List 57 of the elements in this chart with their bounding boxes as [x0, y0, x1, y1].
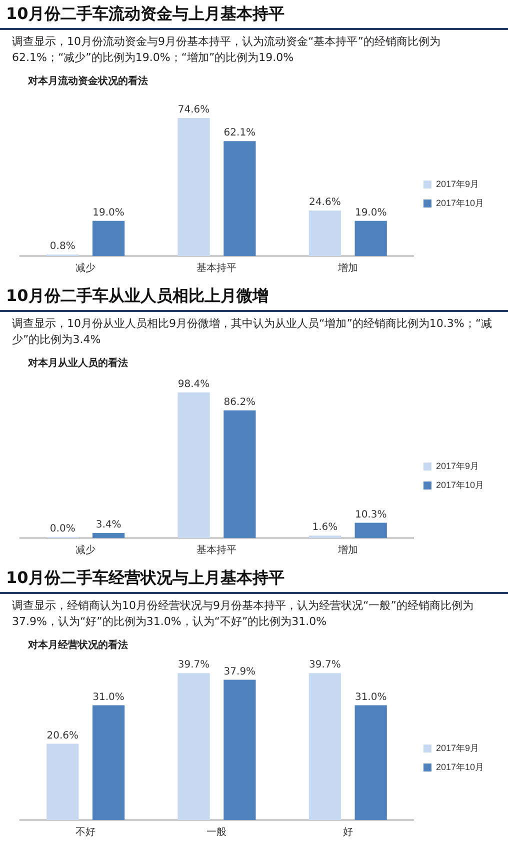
data-label: 98.4% — [178, 378, 210, 390]
chart-subtitle: 调查显示，10月份流动资金与9月份基本持平，认为流动资金“基本持平”的经销商比例为62.1%；“减少”的比例为19.0%；“增加”的比例为19.0% — [11, 34, 442, 66]
legend-label: 2017年10月 — [436, 198, 484, 208]
data-label: 86.2% — [224, 397, 256, 408]
data-label: 37.9% — [224, 666, 256, 678]
text: 对本月经营状况的看法 — [26, 638, 129, 653]
x-tick-label: 减少 — [76, 544, 96, 556]
data-label: 62.1% — [224, 128, 256, 139]
data-label: 24.6% — [309, 197, 341, 208]
chart-subtitle: 调查显示，10月份从业人员相比9月份微增，其中认为从业人员“增加”的经销商比例为10.3%；“减少”的比例为3.4% — [11, 316, 494, 348]
bar — [92, 532, 125, 538]
legend-label: 2017年9月 — [436, 742, 479, 753]
data-label: 74.6% — [178, 104, 210, 116]
chart-subtitle: 调查显示，经销商认为10月份经营状况与9月份基本持平，认为经营状况“一般”的经销商比例为37.9%，认为“好”的比例为31.0%，认为“不好”的比例为31.0% — [11, 598, 474, 630]
bar — [224, 410, 256, 538]
x-tick-label: 一般 — [206, 826, 227, 838]
bar — [178, 392, 210, 538]
legend-label: 2017年10月 — [436, 480, 484, 490]
bar — [354, 220, 387, 256]
bar — [178, 118, 210, 256]
bar — [308, 210, 342, 256]
bar — [308, 673, 342, 820]
chart-title: 10月份二手车经营状况与上月基本持平 — [0, 564, 508, 594]
bar — [178, 673, 210, 820]
bar — [224, 680, 256, 820]
bar — [46, 744, 79, 820]
bar — [354, 522, 387, 538]
x-tick-label: 基本持平 — [196, 544, 237, 556]
data-label: 3.4% — [96, 520, 122, 531]
bar — [224, 141, 256, 256]
text: 对本月流动资金状况的看法 — [26, 74, 149, 89]
data-label: 10.3% — [354, 509, 387, 520]
bar — [92, 220, 125, 256]
data-label: 1.6% — [312, 522, 338, 534]
x-tick-label: 减少 — [76, 262, 96, 274]
data-label: 0.8% — [50, 241, 76, 252]
bar — [92, 705, 125, 820]
legend-label: 2017年9月 — [436, 460, 479, 471]
data-label: 31.0% — [92, 692, 124, 703]
data-label: 19.0% — [92, 207, 124, 218]
data-label: 20.6% — [46, 730, 79, 742]
x-tick-label: 增加 — [336, 544, 358, 556]
x-tick-label: 基本持平 — [196, 262, 237, 274]
data-label: 39.7% — [309, 660, 341, 671]
chart-title: 10月份二手车从业人员相比上月微增 — [0, 282, 508, 312]
bar — [354, 705, 387, 820]
chart-title: 10月份二手车流动资金与上月基本持平 — [0, 0, 508, 30]
x-tick-label: 不好 — [76, 826, 96, 838]
data-label: 31.0% — [354, 692, 387, 703]
data-label: 39.7% — [178, 660, 210, 671]
x-tick-label: 增加 — [336, 262, 358, 274]
text: 对本月从业人员的看法 — [26, 356, 129, 371]
legend-label: 2017年10月 — [436, 762, 484, 772]
data-label: 19.0% — [354, 207, 387, 218]
x-tick-label: 好 — [342, 826, 353, 838]
legend-label: 2017年9月 — [436, 178, 479, 189]
data-label: 0.0% — [50, 524, 76, 535]
